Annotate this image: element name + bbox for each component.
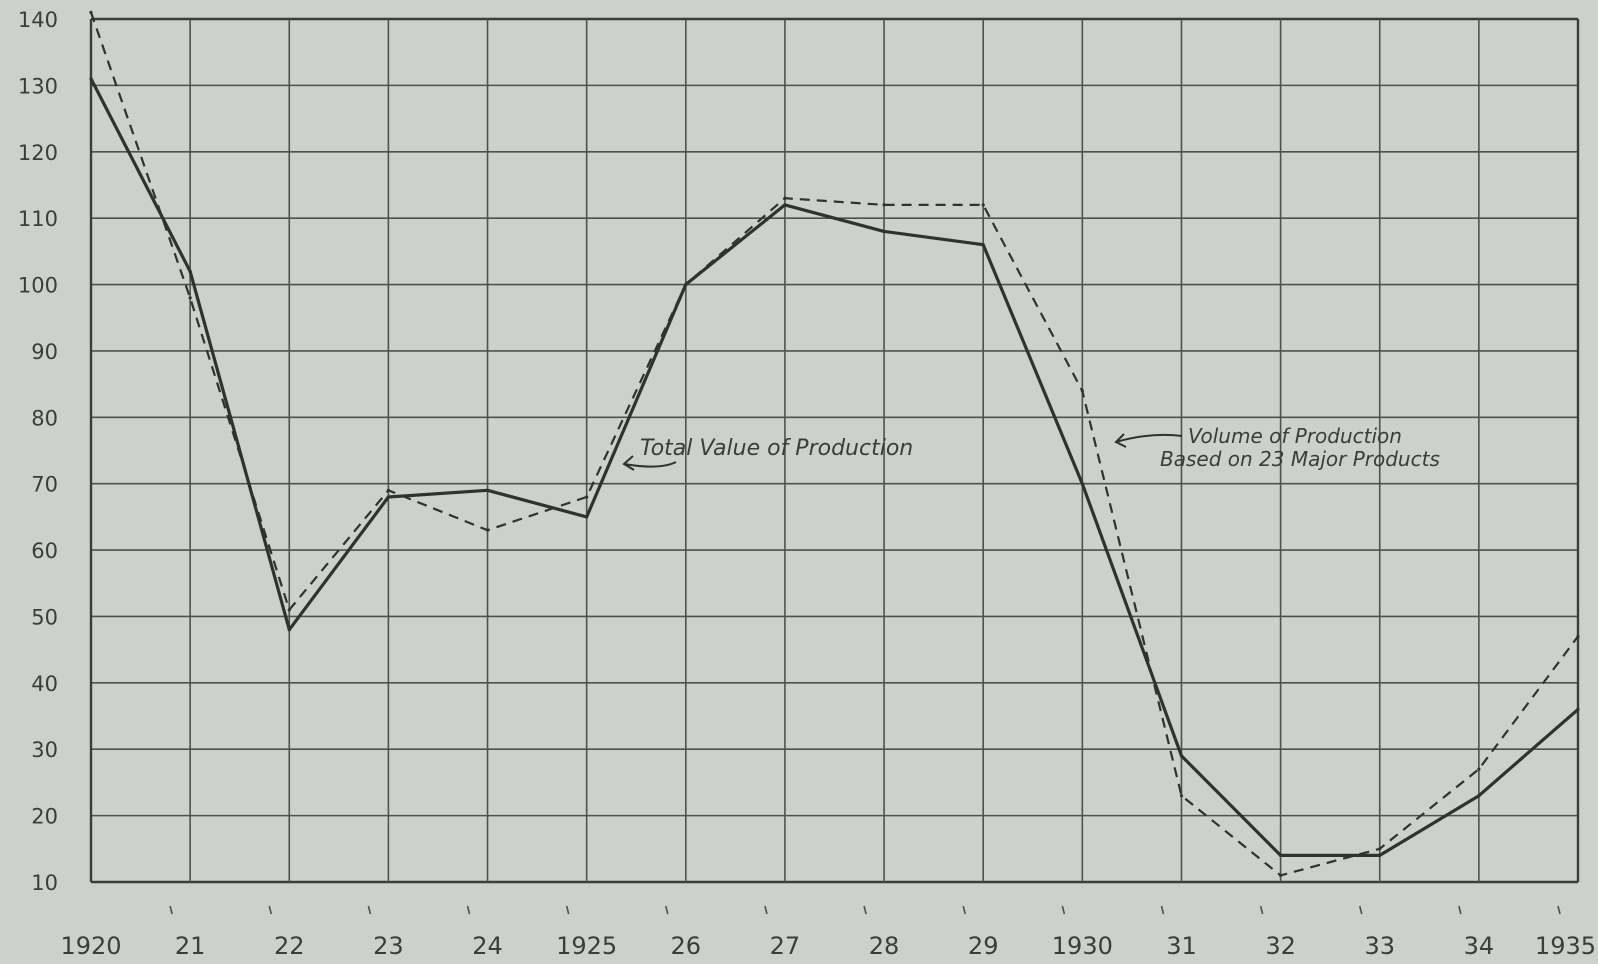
x-minor-tick-mark — [1160, 905, 1165, 915]
data-point-volume — [1378, 847, 1382, 851]
series-line-total-value-of-production — [89, 77, 1580, 858]
x-tick-label: 32 — [1265, 932, 1296, 960]
data-point-volume — [1179, 794, 1184, 798]
data-point-volume — [585, 495, 589, 499]
data-point-volume — [783, 196, 787, 200]
x-tick-label: 27 — [770, 932, 801, 960]
y-tick-label: 130 — [18, 74, 58, 98]
annotation-total-value-arrowhead — [622, 455, 635, 471]
x-axis-ticks: 1920 21 22 23 24 1925 26 27 28 29 1930 31 32 33 34 1935 — [60, 932, 1596, 960]
x-minor-tick-mark — [665, 905, 669, 915]
x-tick-label: 1935 — [1535, 932, 1596, 960]
annotation-volume-line1: Volume of Production — [1188, 424, 1402, 448]
y-tick-label: 100 — [18, 274, 58, 298]
y-tick-label: 110 — [18, 207, 58, 231]
data-point-total-value — [386, 495, 390, 499]
x-tick-label: 1930 — [1052, 932, 1113, 960]
annotation-volume: Volume of Production Based on 23 Major P… — [1114, 424, 1440, 471]
data-point-volume — [1080, 389, 1084, 393]
x-minor-tick-mark — [466, 905, 471, 915]
y-tick-label: 140 — [18, 8, 58, 32]
y-tick-label: 80 — [31, 406, 58, 430]
x-tick-label: 22 — [274, 932, 305, 960]
x-minor-tick-mark — [863, 905, 867, 915]
data-point-volume — [684, 282, 688, 287]
data-point-total-value — [1576, 707, 1580, 712]
y-tick-label: 10 — [31, 871, 58, 895]
data-point-total-value — [1378, 853, 1382, 858]
x-tick-label: 21 — [175, 932, 206, 960]
x-tick-label: 28 — [869, 932, 900, 960]
data-point-total-value — [585, 515, 589, 519]
y-tick-label: 50 — [31, 605, 58, 629]
data-point-total-value — [783, 203, 787, 207]
y-axis-ticks: 10 20 30 40 50 60 70 80 90 100 110 120 130 140 — [18, 8, 58, 895]
data-point-total-value — [188, 269, 192, 273]
x-minor-tick-mark — [169, 905, 173, 915]
data-point-total-value — [287, 628, 291, 632]
x-tick-label: 26 — [671, 932, 702, 960]
data-point-total-value — [1279, 853, 1283, 858]
x-minor-tick-mark — [1061, 905, 1066, 915]
data-point-volume — [882, 203, 886, 207]
x-minor-tick-mark — [565, 905, 570, 915]
x-tick-label: 23 — [373, 932, 404, 960]
y-tick-label: 90 — [31, 340, 58, 364]
y-tick-label: 40 — [31, 672, 58, 696]
data-point-volume — [188, 296, 192, 300]
data-point-volume — [287, 608, 291, 612]
data-point-volume — [485, 528, 490, 532]
data-point-volume — [981, 203, 985, 207]
x-minor-tick-mark — [764, 905, 768, 915]
annotation-volume-arrow — [1115, 433, 1183, 443]
data-point-volume — [1576, 634, 1580, 638]
annotation-volume-line2: Based on 23 Major Products — [1160, 447, 1440, 471]
x-minor-tick-mark — [962, 905, 966, 915]
data-point-total-value — [1179, 754, 1184, 758]
annotation-total-value-arrow — [623, 461, 677, 468]
data-point-total-value — [89, 77, 93, 81]
annotation-total-value-text: Total Value of Production — [640, 436, 913, 461]
series-line-volume-of-production — [89, 12, 1579, 877]
y-tick-label: 70 — [31, 473, 58, 497]
y-tick-label: 20 — [31, 805, 58, 829]
data-point-total-value — [1477, 794, 1481, 798]
data-point-total-value — [981, 243, 985, 247]
annotation-total-value: Total Value of Production — [622, 436, 913, 471]
y-tick-label: 30 — [31, 738, 58, 762]
x-tick-label: 33 — [1364, 932, 1395, 960]
grid — [89, 17, 1580, 915]
x-tick-label: 1925 — [556, 932, 617, 960]
data-point-volume — [89, 10, 93, 14]
data-point-volume — [386, 488, 390, 492]
data-point-volume — [1477, 767, 1481, 771]
x-tick-label: 31 — [1166, 932, 1197, 960]
data-point-total-value — [882, 229, 886, 234]
x-minor-tick-mark — [1259, 905, 1264, 915]
x-minor-tick-mark — [1358, 905, 1363, 915]
x-minor-tick-mark — [1458, 905, 1462, 915]
x-minor-tick-mark — [1557, 905, 1561, 915]
y-tick-label: 60 — [31, 539, 58, 563]
data-point-total-value — [1080, 482, 1084, 486]
annotation-volume-arrowhead — [1114, 433, 1127, 448]
x-tick-label: 29 — [968, 932, 999, 960]
x-tick-label: 24 — [472, 932, 503, 960]
x-tick-label: 1920 — [60, 932, 121, 960]
data-point-volume — [1279, 873, 1283, 877]
x-minor-tick-mark — [268, 905, 273, 915]
data-point-total-value — [485, 488, 490, 492]
series-lines — [89, 10, 1580, 877]
x-tick-label: 34 — [1464, 932, 1495, 960]
y-tick-label: 120 — [18, 141, 58, 165]
x-minor-tick-mark — [367, 905, 372, 915]
